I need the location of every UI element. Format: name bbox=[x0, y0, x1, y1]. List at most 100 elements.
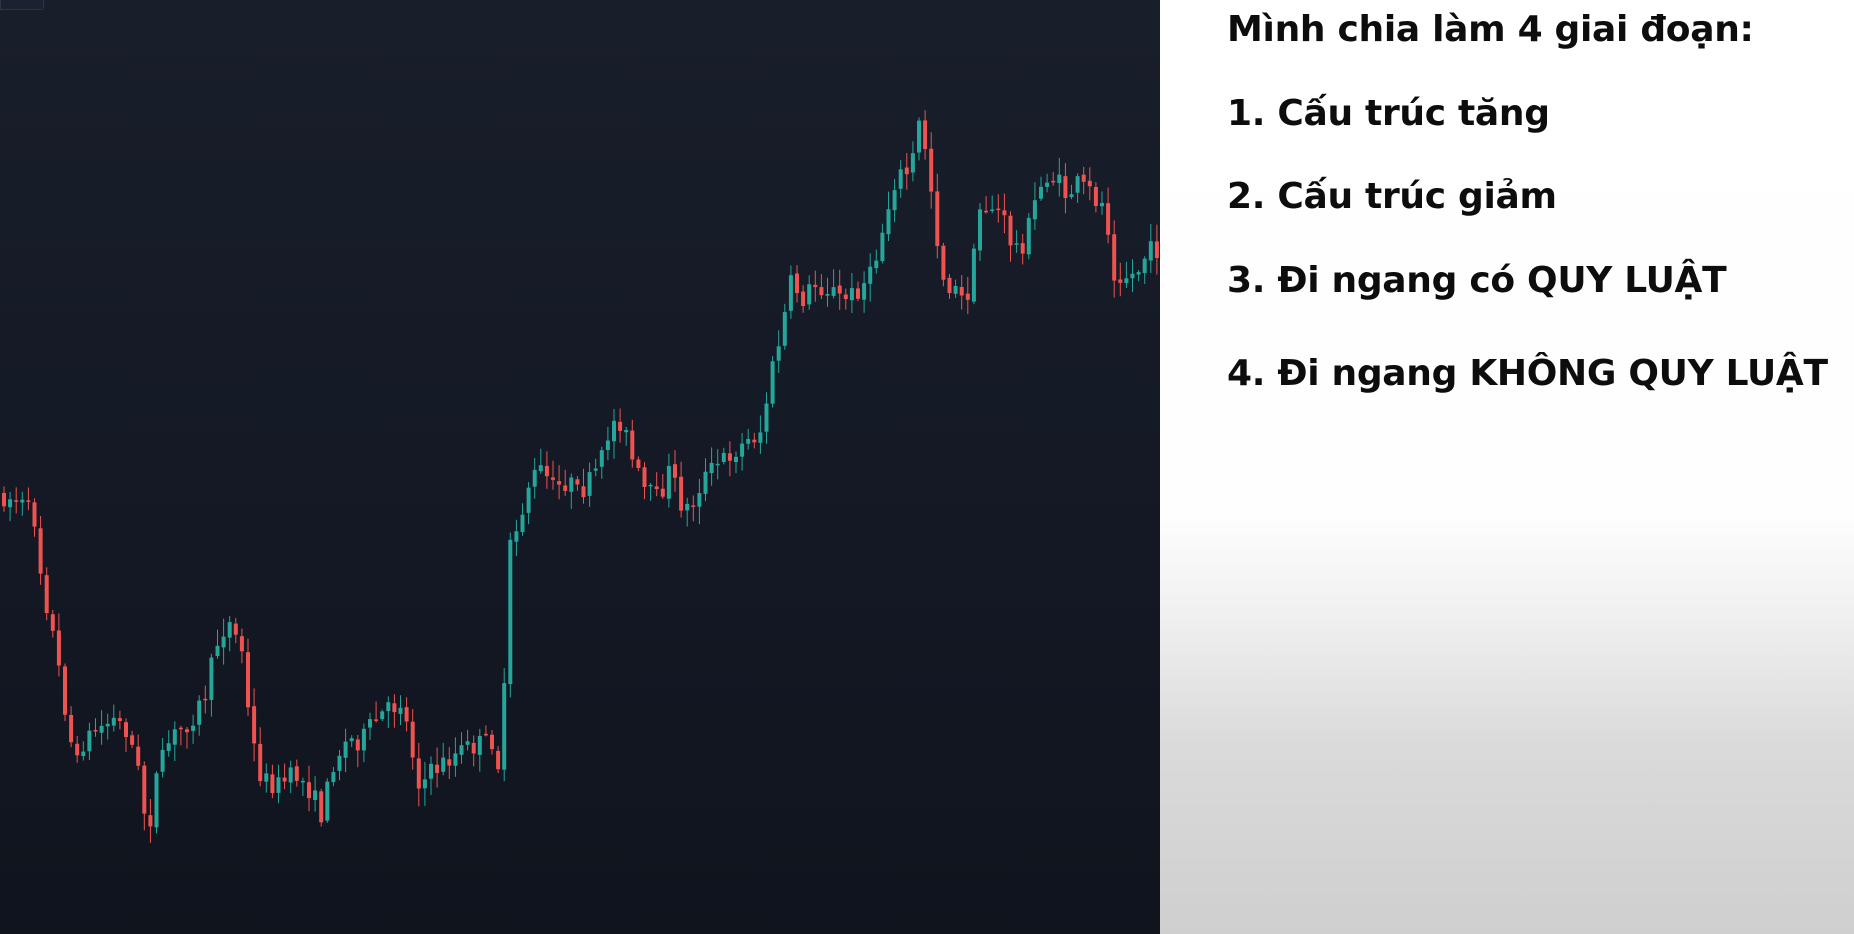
candle-body bbox=[880, 232, 885, 262]
candle-body bbox=[203, 698, 208, 701]
candle-body bbox=[660, 488, 665, 497]
candle-106 bbox=[648, 482, 653, 501]
chart-plot-area[interactable] bbox=[0, 0, 1160, 934]
candle-83 bbox=[508, 532, 513, 698]
candle-body bbox=[319, 791, 324, 823]
candle-142 bbox=[868, 253, 873, 302]
candle-body bbox=[648, 484, 653, 487]
candle-144 bbox=[880, 223, 885, 264]
candle-body bbox=[520, 514, 525, 532]
candle-61 bbox=[374, 701, 379, 723]
candle-body bbox=[404, 707, 409, 722]
candle-body bbox=[605, 440, 610, 450]
candle-body bbox=[325, 781, 330, 821]
candle-body bbox=[270, 774, 275, 793]
candle-body bbox=[386, 702, 391, 712]
candle-body bbox=[410, 721, 415, 758]
candle-body bbox=[1106, 203, 1111, 235]
candle-body bbox=[246, 652, 250, 708]
candle-148 bbox=[904, 153, 909, 190]
candle-71 bbox=[435, 747, 440, 788]
candle-body bbox=[337, 755, 342, 771]
candle-body bbox=[691, 505, 696, 507]
candle-70 bbox=[429, 756, 433, 795]
candle-body bbox=[87, 730, 92, 752]
candlestick-chart[interactable] bbox=[0, 0, 1160, 934]
candle-41 bbox=[252, 688, 257, 762]
candle-body bbox=[862, 283, 867, 300]
candle-27 bbox=[166, 730, 171, 757]
candle-155 bbox=[947, 274, 952, 299]
candle-body bbox=[56, 630, 61, 666]
candle-90 bbox=[551, 460, 555, 490]
candle-body bbox=[1100, 203, 1104, 207]
candle-body bbox=[117, 718, 122, 721]
candle-92 bbox=[563, 469, 568, 496]
candle-body bbox=[782, 312, 787, 346]
candle-30 bbox=[185, 727, 189, 749]
candle-73 bbox=[447, 747, 452, 779]
candle-body bbox=[26, 500, 31, 502]
candle-89 bbox=[544, 451, 549, 489]
candle-162 bbox=[990, 195, 995, 214]
candle-body bbox=[849, 288, 854, 301]
candle-body bbox=[715, 463, 720, 466]
candle-50 bbox=[307, 765, 311, 812]
candle-body bbox=[727, 453, 732, 461]
candle-body bbox=[734, 456, 738, 462]
candle-13 bbox=[81, 741, 86, 761]
candle-body bbox=[148, 815, 153, 827]
candle-166 bbox=[1014, 230, 1019, 253]
candle-156 bbox=[953, 279, 958, 298]
candle-body bbox=[221, 636, 226, 648]
candle-body bbox=[349, 738, 354, 742]
candle-126 bbox=[770, 356, 775, 408]
candle-15 bbox=[93, 718, 98, 737]
candle-body bbox=[551, 477, 555, 480]
candle-body bbox=[843, 294, 848, 300]
candle-25 bbox=[154, 771, 159, 834]
candle-body bbox=[1026, 217, 1031, 255]
candle-body bbox=[294, 766, 299, 781]
candle-178 bbox=[1087, 167, 1092, 201]
candle-45 bbox=[276, 764, 281, 804]
candle-115 bbox=[703, 458, 708, 502]
candle-body bbox=[795, 273, 799, 294]
candle-body bbox=[398, 707, 403, 714]
stage-item-1: 1. Cấu trúc tăng bbox=[1227, 93, 1550, 134]
candle-117 bbox=[715, 449, 720, 480]
candle-body bbox=[1148, 241, 1153, 261]
candle-28 bbox=[172, 721, 177, 761]
stage-item-2: 2. Cấu trúc giảm bbox=[1227, 176, 1557, 217]
candle-171 bbox=[1045, 173, 1050, 193]
candle-body bbox=[776, 346, 781, 361]
candle-body bbox=[685, 503, 690, 511]
candle-body bbox=[752, 439, 757, 443]
candle-140 bbox=[856, 281, 860, 302]
candle-125 bbox=[764, 392, 769, 444]
candle-body bbox=[953, 286, 958, 294]
candle-body bbox=[331, 772, 336, 783]
candle-152 bbox=[929, 132, 934, 209]
candle-91 bbox=[557, 465, 562, 500]
candle-body bbox=[837, 285, 842, 294]
chart-corner-tab[interactable] bbox=[0, 0, 44, 10]
candle-26 bbox=[160, 738, 165, 778]
candle-11 bbox=[69, 706, 74, 748]
candle-136 bbox=[831, 269, 836, 299]
candle-body bbox=[355, 739, 360, 751]
candle-body bbox=[1002, 210, 1007, 216]
candle-105 bbox=[642, 462, 647, 500]
candle-121 bbox=[740, 433, 745, 471]
candle-body bbox=[1081, 174, 1086, 182]
candle-body bbox=[44, 575, 49, 613]
candle-body bbox=[81, 751, 86, 756]
candle-96 bbox=[587, 462, 592, 507]
candle-body bbox=[197, 700, 202, 725]
candle-body bbox=[459, 745, 464, 755]
candle-body bbox=[1039, 186, 1043, 199]
candle-161 bbox=[984, 196, 989, 214]
candle-168 bbox=[1026, 213, 1031, 260]
candle-body bbox=[593, 468, 598, 471]
candle-31 bbox=[191, 714, 196, 744]
